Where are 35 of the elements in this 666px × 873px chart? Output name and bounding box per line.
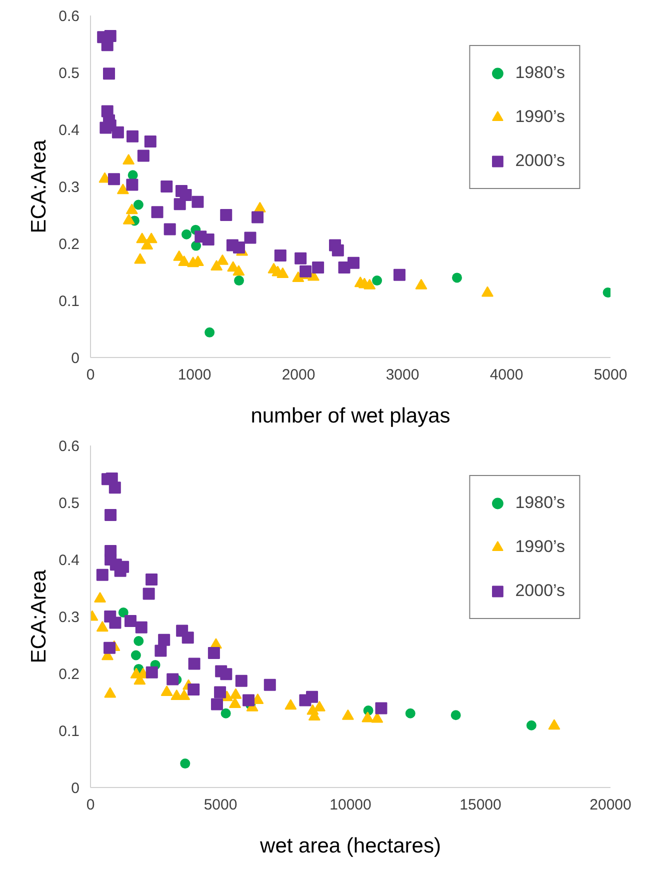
legend-label: 2000’s — [515, 151, 565, 171]
x-tick-label: 2000 — [282, 366, 316, 384]
x-tick-label: 20000 — [590, 796, 632, 814]
legend-label: 1990’s — [515, 107, 565, 127]
x-tick-label: 5000 — [204, 796, 238, 814]
y-tick-label: 0.4 — [58, 552, 80, 569]
y-tick-label: 0 — [71, 350, 80, 367]
y-tick-label: 0.4 — [58, 122, 80, 139]
y-tick-label: 0.1 — [58, 723, 80, 740]
x-axis-title: wet area (hectares) — [259, 834, 441, 858]
legend-label: 2000’s — [515, 581, 565, 601]
y-tick-label: 0.3 — [58, 609, 80, 626]
x-tick-label: 0 — [86, 796, 95, 814]
y-tick-label: 0.1 — [58, 293, 80, 310]
y-axis-title: ECA:Area — [28, 139, 51, 234]
y-axis-title: ECA:Area — [28, 569, 51, 664]
y-tick-label: 0.2 — [58, 666, 80, 683]
y-tick-label: 0.5 — [58, 65, 80, 82]
x-tick-label: 10000 — [330, 796, 372, 814]
y-tick-label: 0.2 — [58, 236, 80, 253]
legend-label: 1980’s — [515, 493, 565, 513]
y-tick-label: 0.3 — [58, 179, 80, 196]
y-tick-label: 0 — [71, 780, 80, 797]
x-tick-label: 0 — [86, 366, 95, 384]
y-tick-label: 0.6 — [58, 438, 80, 455]
legend-label: 1990’s — [515, 537, 565, 557]
y-tick-label: 0.6 — [58, 8, 80, 25]
x-tick-label: 4000 — [490, 366, 524, 384]
x-tick-label: 5000 — [594, 366, 628, 384]
x-axis-title: number of wet playas — [250, 404, 450, 428]
y-tick-label: 0.5 — [58, 495, 80, 512]
x-tick-label: 15000 — [460, 796, 502, 814]
legend-label: 1980’s — [515, 63, 565, 83]
x-tick-label: 3000 — [386, 366, 420, 384]
x-tick-label: 1000 — [178, 366, 212, 384]
